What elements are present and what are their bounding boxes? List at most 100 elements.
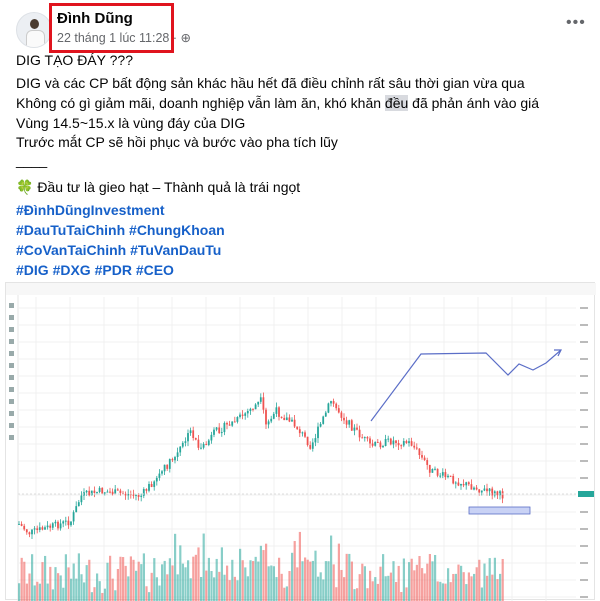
candle-body xyxy=(454,482,457,484)
price-axis-label xyxy=(580,562,588,564)
candle-body xyxy=(77,502,80,507)
candle-body xyxy=(127,494,130,496)
candle-body xyxy=(337,408,340,413)
candle-body xyxy=(501,491,504,499)
candle-body xyxy=(254,404,257,410)
hashtag-link[interactable]: #ĐìnhDũngInvestment xyxy=(16,202,165,218)
post-line: 🍀 Đầu tư là gieo hạt – Thành quả là trái… xyxy=(16,179,301,195)
post-timestamp[interactable]: 22 tháng 1 lúc 11:28 · ⊕ xyxy=(57,30,191,45)
candle-body xyxy=(168,459,171,469)
volume-bar xyxy=(319,572,322,601)
candle-body xyxy=(109,491,111,493)
drawing-tool-icon xyxy=(9,387,14,392)
volume-bar xyxy=(317,576,320,601)
more-options-button[interactable]: ••• xyxy=(566,14,586,31)
volume-bar xyxy=(408,562,411,601)
volume-bar xyxy=(363,566,366,601)
volume-bar xyxy=(340,569,343,601)
author-name[interactable]: Đình Dũng xyxy=(57,10,133,27)
volume-bar xyxy=(51,589,54,601)
volume-bar xyxy=(158,585,161,601)
candle-body xyxy=(142,489,145,496)
volume-bar xyxy=(280,573,283,601)
candle-body xyxy=(441,472,444,476)
target-zone-rectangle xyxy=(468,506,531,515)
price-axis-label xyxy=(580,511,588,513)
candlestick-chart xyxy=(6,283,596,601)
candle-body xyxy=(343,417,345,421)
candle-body xyxy=(129,494,132,496)
volume-bar xyxy=(306,559,309,601)
current-price-tag xyxy=(578,491,594,497)
candle-body xyxy=(340,412,343,418)
candle-body xyxy=(166,464,169,469)
candle-body xyxy=(353,427,356,431)
volume-bar xyxy=(103,588,106,601)
volume-bar xyxy=(142,553,145,601)
volume-bar xyxy=(447,568,450,601)
volume-bar xyxy=(249,560,252,601)
drawing-tool-icon xyxy=(9,435,14,440)
hashtag-link[interactable]: #DauTuTaiChinh #ChungKhoan xyxy=(16,222,225,238)
volume-bar xyxy=(18,583,21,601)
candle-body xyxy=(197,439,200,448)
volume-bar xyxy=(38,583,41,601)
candle-body xyxy=(473,487,475,490)
candle-body xyxy=(426,460,429,465)
candle-body xyxy=(408,441,410,444)
candle-body xyxy=(400,445,403,447)
volume-bar xyxy=(163,560,166,601)
candle-body xyxy=(413,445,416,448)
candle-body xyxy=(57,521,59,529)
chart-screenshot-image[interactable] xyxy=(5,282,596,601)
candle-body xyxy=(288,417,291,422)
hashtag-link[interactable]: #CoVanTaiChinh #TuVanDauTu xyxy=(16,242,222,258)
text: đã phản ánh vào giá xyxy=(408,95,540,111)
volume-bar xyxy=(366,588,369,601)
volume-bar xyxy=(402,558,405,601)
candle-body xyxy=(475,487,478,490)
volume-bar xyxy=(415,564,418,601)
candle-body xyxy=(259,397,262,402)
candle-body xyxy=(262,397,265,410)
volume-bar xyxy=(389,572,392,601)
volume-bar xyxy=(44,555,47,601)
candle-body xyxy=(379,442,382,448)
volume-bar xyxy=(296,567,299,601)
candle-body xyxy=(309,445,312,449)
candle-body xyxy=(449,475,452,477)
volume-bar xyxy=(496,579,499,601)
candle-body xyxy=(72,512,75,522)
candle-body xyxy=(252,408,254,410)
candle-body xyxy=(361,437,364,439)
volume-bar xyxy=(135,570,138,601)
volume-bar xyxy=(49,566,52,601)
candle-body xyxy=(467,482,470,485)
volume-bar xyxy=(148,592,151,601)
candle-body xyxy=(28,532,31,535)
candle-body xyxy=(488,488,491,492)
volume-bar xyxy=(59,575,62,601)
candle-body xyxy=(207,440,210,445)
red-highlight-box xyxy=(49,3,174,53)
volume-bar xyxy=(465,584,468,601)
hashtag-link[interactable]: #DIG #DXG #PDR #CEO xyxy=(16,262,174,278)
volume-bar xyxy=(343,577,346,601)
candle-body xyxy=(397,443,400,446)
candle-body xyxy=(389,438,392,445)
avatar[interactable] xyxy=(16,12,52,48)
volume-bar xyxy=(350,561,353,601)
volume-bar xyxy=(114,590,117,601)
volume-bar xyxy=(291,552,294,601)
candle-body xyxy=(275,407,278,414)
volume-bar xyxy=(267,566,270,601)
volume-bar xyxy=(241,560,244,601)
candle-body xyxy=(291,419,293,422)
price-axis-label xyxy=(580,307,588,309)
candle-body xyxy=(376,441,379,443)
price-axis-label xyxy=(580,545,588,547)
text: Không có gì giảm mãi, doanh nghiệp vẫn l… xyxy=(16,95,385,111)
volume-bar xyxy=(278,557,281,601)
candle-body xyxy=(356,427,358,430)
volume-bar xyxy=(101,592,104,601)
